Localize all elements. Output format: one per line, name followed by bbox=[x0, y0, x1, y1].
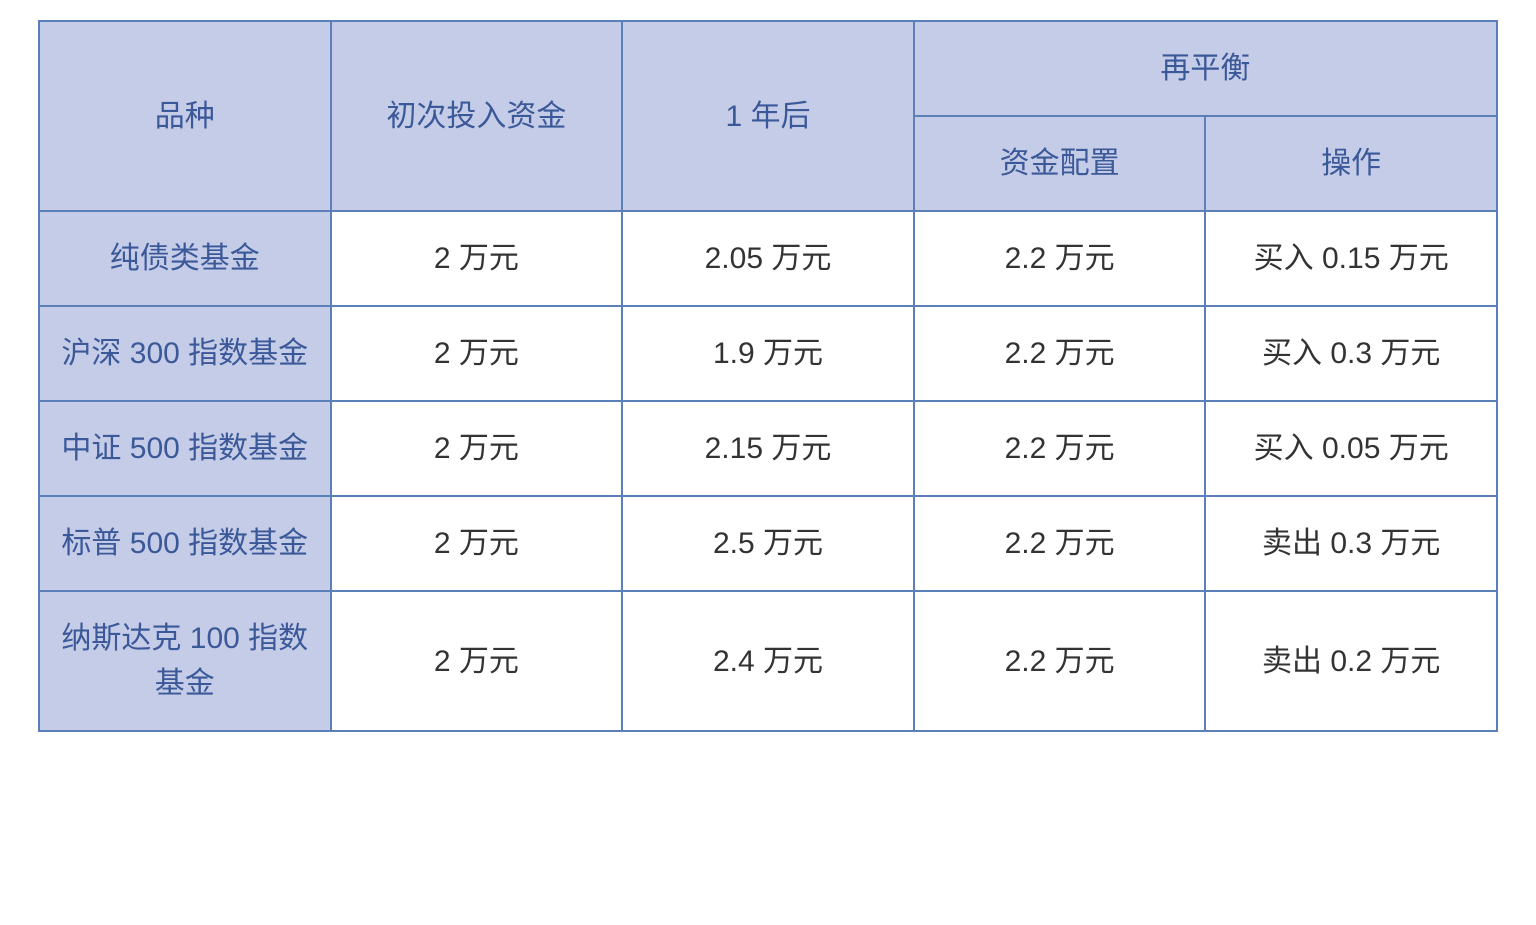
table-row: 纯债类基金 2 万元 2.05 万元 2.2 万元 买入 0.15 万元 bbox=[39, 211, 1497, 306]
row-allocation: 2.2 万元 bbox=[914, 496, 1206, 591]
header-initial: 初次投入资金 bbox=[331, 21, 623, 211]
header-rebalance: 再平衡 bbox=[914, 21, 1497, 116]
row-operation: 买入 0.05 万元 bbox=[1205, 401, 1497, 496]
row-operation: 买入 0.3 万元 bbox=[1205, 306, 1497, 401]
row-year1: 2.4 万元 bbox=[622, 591, 914, 731]
row-initial: 2 万元 bbox=[331, 401, 623, 496]
row-year1: 1.9 万元 bbox=[622, 306, 914, 401]
row-operation: 卖出 0.2 万元 bbox=[1205, 591, 1497, 731]
header-allocation: 资金配置 bbox=[914, 116, 1206, 211]
row-allocation: 2.2 万元 bbox=[914, 211, 1206, 306]
row-initial: 2 万元 bbox=[331, 306, 623, 401]
row-variety: 纯债类基金 bbox=[39, 211, 331, 306]
row-variety: 标普 500 指数基金 bbox=[39, 496, 331, 591]
row-variety: 纳斯达克 100 指数基金 bbox=[39, 591, 331, 731]
row-initial: 2 万元 bbox=[331, 591, 623, 731]
row-year1: 2.15 万元 bbox=[622, 401, 914, 496]
row-variety: 沪深 300 指数基金 bbox=[39, 306, 331, 401]
table-row: 中证 500 指数基金 2 万元 2.15 万元 2.2 万元 买入 0.05 … bbox=[39, 401, 1497, 496]
header-year1: 1 年后 bbox=[622, 21, 914, 211]
row-variety: 中证 500 指数基金 bbox=[39, 401, 331, 496]
row-allocation: 2.2 万元 bbox=[914, 591, 1206, 731]
table-row: 标普 500 指数基金 2 万元 2.5 万元 2.2 万元 卖出 0.3 万元 bbox=[39, 496, 1497, 591]
row-year1: 2.05 万元 bbox=[622, 211, 914, 306]
header-variety: 品种 bbox=[39, 21, 331, 211]
table-row: 沪深 300 指数基金 2 万元 1.9 万元 2.2 万元 买入 0.3 万元 bbox=[39, 306, 1497, 401]
row-allocation: 2.2 万元 bbox=[914, 401, 1206, 496]
rebalance-table: 品种 初次投入资金 1 年后 再平衡 资金配置 操作 纯债类基金 2 万元 2.… bbox=[38, 20, 1498, 732]
row-operation: 买入 0.15 万元 bbox=[1205, 211, 1497, 306]
header-operation: 操作 bbox=[1205, 116, 1497, 211]
table-row: 纳斯达克 100 指数基金 2 万元 2.4 万元 2.2 万元 卖出 0.2 … bbox=[39, 591, 1497, 731]
row-operation: 卖出 0.3 万元 bbox=[1205, 496, 1497, 591]
row-year1: 2.5 万元 bbox=[622, 496, 914, 591]
header-row-1: 品种 初次投入资金 1 年后 再平衡 bbox=[39, 21, 1497, 116]
row-allocation: 2.2 万元 bbox=[914, 306, 1206, 401]
row-initial: 2 万元 bbox=[331, 496, 623, 591]
rebalance-table-container: 品种 初次投入资金 1 年后 再平衡 资金配置 操作 纯债类基金 2 万元 2.… bbox=[38, 20, 1498, 732]
row-initial: 2 万元 bbox=[331, 211, 623, 306]
